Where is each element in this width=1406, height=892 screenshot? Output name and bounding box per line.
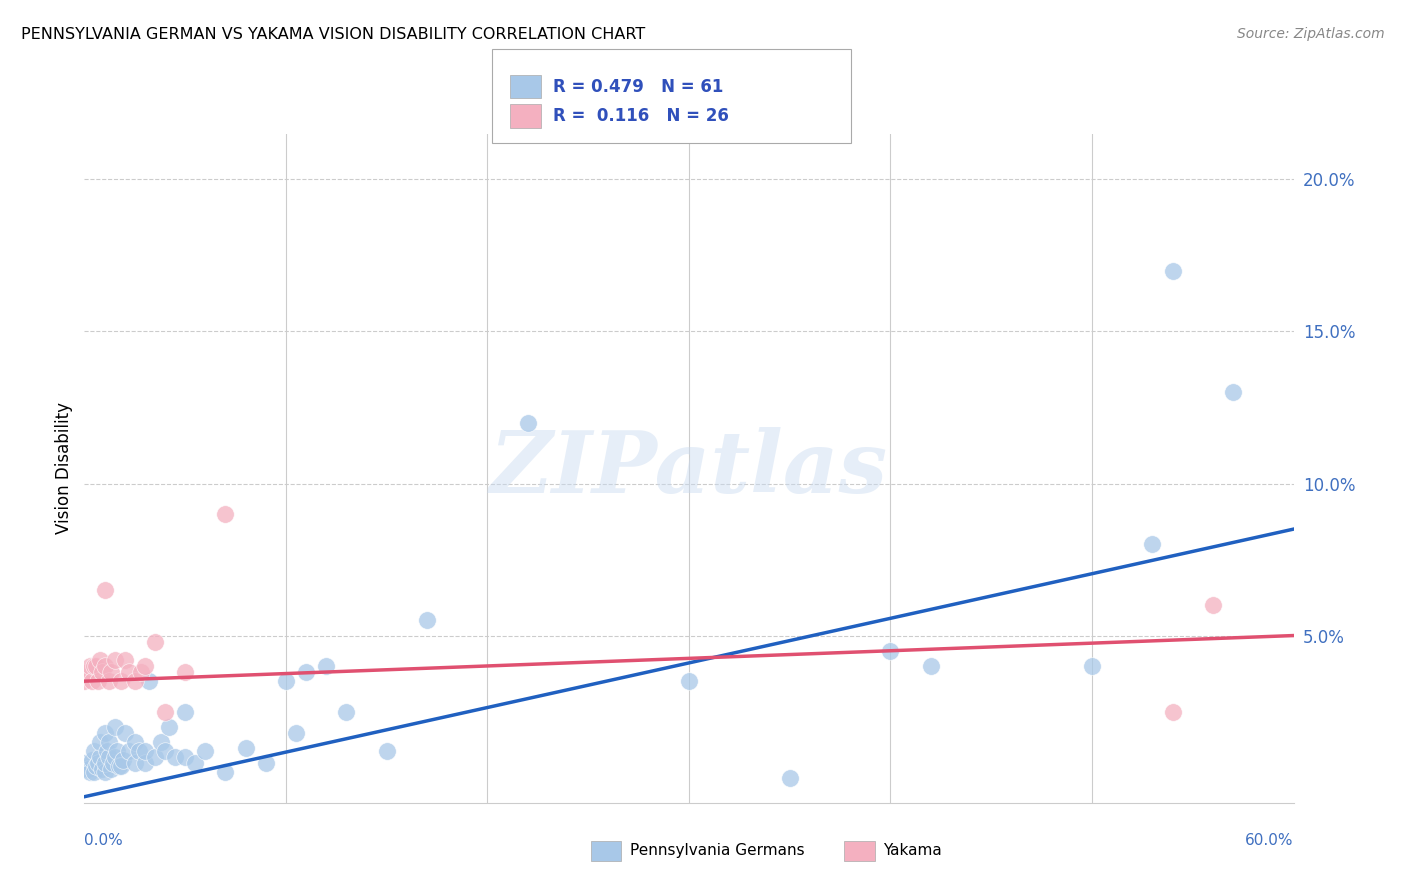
Text: Pennsylvania Germans: Pennsylvania Germans [630,844,804,858]
Point [77,665,100,679]
Point [315,659,337,673]
Point [516,416,538,430]
Point [114,653,136,667]
Point [107,759,129,773]
Point [138,674,160,689]
Point [96,744,118,758]
Point [79,765,101,780]
Point [235,741,257,756]
Point [174,665,197,679]
Point [114,726,136,740]
Point [104,653,127,667]
Point [101,756,124,771]
Point [1161,263,1184,277]
Text: 0.0%: 0.0% [84,833,124,848]
Point [416,613,439,627]
Point [129,665,152,679]
Point [149,735,172,749]
Point [678,674,700,689]
Y-axis label: Vision Disability: Vision Disability [55,402,73,534]
Point [89,653,111,667]
Point [124,674,146,689]
Point [1142,537,1164,551]
Point [83,659,105,673]
Point [89,750,111,764]
Point [134,659,156,673]
Point [779,772,801,786]
Point [79,659,101,673]
Point [143,634,166,648]
Point [110,674,132,689]
Point [1222,385,1244,400]
Point [157,720,180,734]
Point [97,674,120,689]
Point [83,765,105,780]
Text: Yakama: Yakama [883,844,942,858]
Point [93,765,115,780]
Point [83,744,105,758]
Point [105,744,128,758]
Point [214,507,236,521]
Text: PENNSYLVANIA GERMAN VS YAKAMA VISION DISABILITY CORRELATION CHART: PENNSYLVANIA GERMAN VS YAKAMA VISION DIS… [21,27,645,42]
Point [143,750,166,764]
Point [93,726,115,740]
Text: R = 0.479   N = 61: R = 0.479 N = 61 [553,78,723,95]
Point [91,665,114,679]
Point [284,726,308,740]
Point [134,744,156,758]
Point [124,756,146,771]
Point [194,744,217,758]
Point [87,756,110,771]
Text: 60.0%: 60.0% [1246,833,1294,848]
Point [879,644,901,658]
Point [118,744,141,758]
Point [104,720,127,734]
Point [73,674,96,689]
Point [1081,659,1104,673]
Point [153,705,176,719]
Point [73,756,96,771]
Point [104,750,127,764]
Text: ZIPatlas: ZIPatlas [489,426,889,510]
Point [214,765,236,780]
Point [124,735,146,749]
Point [77,762,100,776]
Text: R =  0.116   N = 26: R = 0.116 N = 26 [553,107,728,125]
Point [165,750,187,764]
Point [174,705,197,719]
Point [86,759,108,773]
Text: Source: ZipAtlas.com: Source: ZipAtlas.com [1237,27,1385,41]
Point [93,582,115,597]
Point [89,735,111,749]
Point [86,659,108,673]
Point [110,759,132,773]
Point [375,744,398,758]
Point [295,665,318,679]
Point [184,756,207,771]
Point [111,753,134,767]
Point [82,753,104,767]
Point [254,756,277,771]
Point [100,762,122,776]
Point [335,705,357,719]
Point [174,750,197,764]
Point [91,762,114,776]
Point [1202,598,1225,612]
Point [100,665,122,679]
Point [97,750,120,764]
Point [1161,705,1184,719]
Point [153,744,176,758]
Point [93,659,115,673]
Point [920,659,942,673]
Point [274,674,297,689]
Point [134,756,156,771]
Point [93,756,115,771]
Point [82,674,104,689]
Point [87,674,110,689]
Point [128,744,150,758]
Point [97,735,120,749]
Point [118,665,141,679]
